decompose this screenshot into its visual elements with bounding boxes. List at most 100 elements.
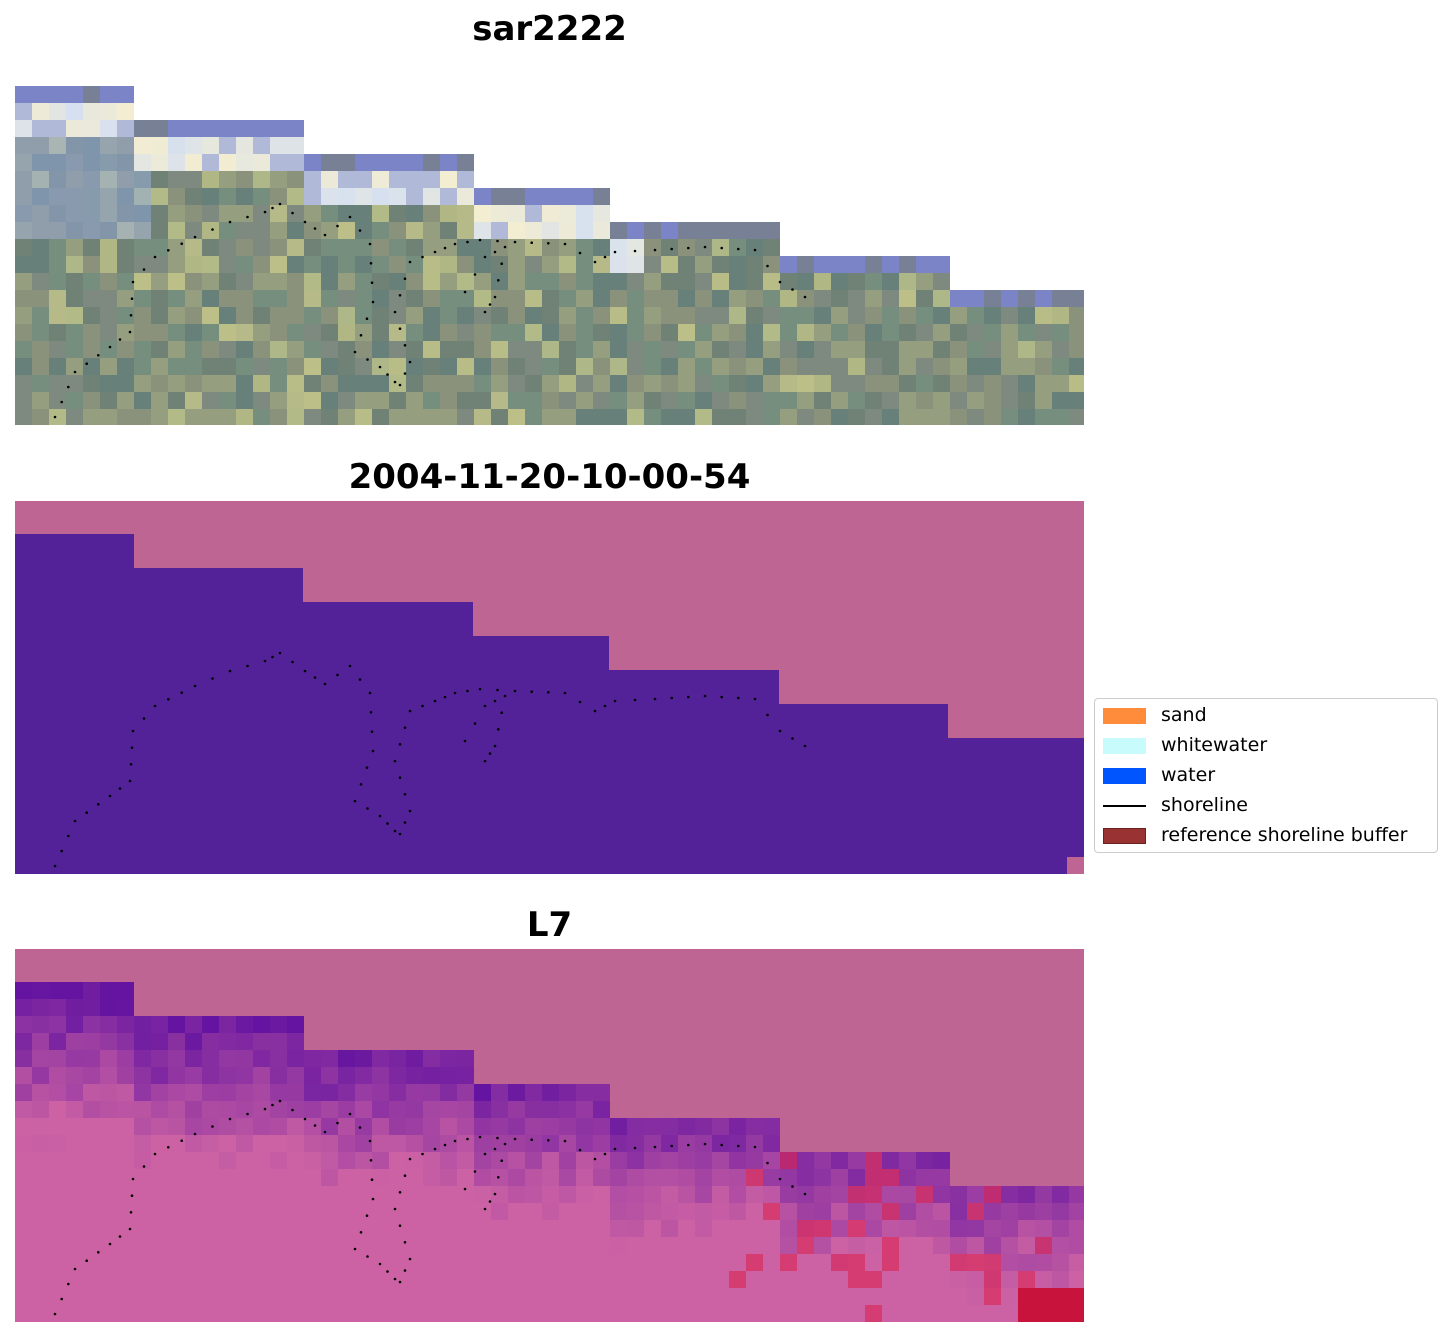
shoreline-point	[753, 697, 757, 701]
shoreline-point	[167, 698, 170, 701]
shoreline-point	[53, 1312, 57, 1316]
shoreline-point	[353, 350, 357, 354]
shoreline-point	[687, 695, 690, 699]
shoreline-point	[85, 1259, 88, 1262]
shoreline-point	[473, 1170, 477, 1173]
shoreline-point	[530, 690, 533, 693]
shoreline-point	[443, 1143, 447, 1147]
shoreline-point	[613, 250, 617, 254]
shoreline-point	[483, 759, 487, 763]
shoreline-point	[483, 704, 487, 708]
shoreline-point	[503, 1142, 507, 1146]
shoreline-point	[433, 1147, 437, 1151]
shoreline-point	[53, 864, 57, 868]
shoreline-point	[563, 691, 567, 695]
reference-buffer-swatch	[1103, 828, 1146, 844]
shoreline-point	[753, 248, 757, 252]
shoreline-point	[303, 1117, 307, 1121]
shoreline-point	[336, 673, 339, 677]
shoreline-point	[323, 1130, 327, 1134]
shoreline-point	[547, 691, 550, 694]
shoreline-point	[398, 1224, 402, 1227]
shoreline-point	[603, 704, 607, 708]
shoreline-point	[142, 268, 146, 271]
shoreline-point	[803, 744, 807, 748]
shoreline-point	[503, 245, 507, 249]
shoreline-point	[180, 242, 183, 245]
shoreline-point	[443, 695, 447, 699]
index-image-panel	[15, 949, 1084, 1322]
shoreline-point	[108, 345, 112, 349]
shoreline-point	[228, 220, 232, 224]
shoreline-point	[73, 370, 77, 374]
shoreline-point	[513, 1137, 517, 1141]
shoreline-point	[359, 334, 363, 337]
shoreline-point	[167, 249, 170, 252]
shoreline-point	[633, 698, 637, 702]
shoreline-point	[393, 380, 397, 384]
shoreline-point	[398, 383, 402, 387]
legend-label-whitewater: whitewater	[1161, 734, 1268, 756]
shoreline-point	[118, 787, 122, 790]
shoreline-point	[493, 1147, 497, 1151]
shoreline-point	[578, 251, 582, 255]
shoreline-point	[348, 215, 352, 219]
shoreline-point	[578, 1148, 582, 1152]
shoreline-point	[365, 766, 369, 769]
shoreline-point	[737, 1144, 740, 1148]
shoreline-point	[353, 799, 357, 803]
shoreline-point	[791, 737, 794, 740]
shoreline-point	[369, 711, 373, 714]
shoreline-point	[497, 279, 500, 282]
shoreline-point	[108, 1242, 112, 1246]
shoreline-point	[670, 1144, 673, 1148]
shoreline-point	[246, 664, 249, 668]
shoreline-point	[263, 1107, 267, 1111]
shoreline-point	[128, 779, 132, 783]
shoreline-point	[421, 704, 424, 708]
shoreline-point	[488, 752, 492, 755]
shoreline-point	[613, 699, 617, 703]
legend-label-water: water	[1161, 764, 1216, 786]
shoreline-point	[131, 729, 135, 733]
shoreline-point	[67, 1282, 70, 1286]
shoreline-point	[466, 240, 469, 244]
shoreline-point	[500, 1159, 504, 1162]
shoreline-point	[403, 372, 407, 375]
shoreline-point	[653, 248, 657, 252]
shoreline-point	[228, 1117, 232, 1121]
shoreline-point	[393, 310, 397, 314]
shoreline-point	[378, 814, 382, 818]
shoreline-point	[378, 365, 382, 369]
shoreline-point	[386, 373, 389, 376]
shoreline-point	[153, 255, 157, 259]
shoreline-point	[766, 1161, 769, 1165]
shoreline-point	[398, 1280, 402, 1284]
shoreline-point	[463, 1187, 467, 1191]
shoreline-point	[353, 1247, 357, 1251]
shoreline-point	[483, 1152, 487, 1156]
legend-item-sand: sand	[1095, 701, 1437, 731]
shoreline-point	[358, 678, 362, 681]
shoreline-point	[336, 224, 339, 228]
shoreline-point	[670, 696, 673, 700]
shoreline-point	[433, 699, 437, 703]
shoreline-point	[703, 694, 707, 698]
shoreline-point	[193, 1132, 197, 1136]
legend-label-sand: sand	[1161, 704, 1207, 726]
shoreline-point	[130, 1194, 134, 1197]
shoreline-point	[753, 1145, 757, 1149]
shoreline-point	[180, 691, 183, 694]
shoreline-point	[278, 1099, 282, 1103]
shoreline-point	[313, 227, 317, 230]
shoreline-point	[129, 314, 133, 317]
shoreline-point	[473, 273, 477, 276]
shoreline-point	[453, 1139, 457, 1143]
shoreline-point	[687, 246, 690, 250]
shoreline-point	[67, 834, 70, 838]
shoreline-point	[291, 660, 294, 664]
shoreline-point	[368, 691, 372, 695]
shoreline-point	[493, 295, 497, 299]
shoreline-point	[633, 249, 637, 253]
shoreline-line-swatch	[1103, 805, 1146, 807]
